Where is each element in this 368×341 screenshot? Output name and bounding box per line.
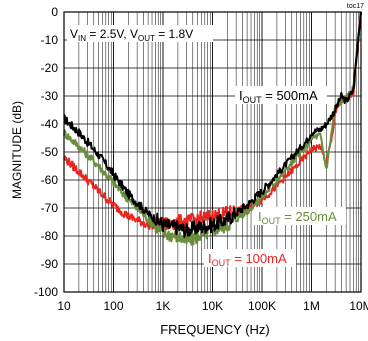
conditions-label: VIN = 2.5V, VOUT = 1.8V [70, 27, 193, 43]
x-tick-label: 10K [202, 299, 223, 313]
y-tick-label: -100 [34, 285, 58, 299]
x-tick-label: 1M [303, 299, 320, 313]
series-label-100ma: IOUT = 100mA [204, 249, 296, 268]
svg-text:IOUT = 250mA: IOUT = 250mA [258, 209, 337, 226]
x-tick-label: 100 [103, 299, 123, 313]
y-tick-label: -70 [41, 201, 59, 215]
y-tick-label: -20 [41, 61, 59, 75]
svg-text:IOUT = 500mA: IOUT = 500mA [239, 88, 318, 105]
y-tick-label: -30 [41, 89, 59, 103]
x-tick-labels: 10 100 1K 10K 100K 1M 10M [57, 299, 368, 313]
y-tick-label: -60 [41, 173, 59, 187]
x-tick-label: 10 [57, 299, 71, 313]
svg-text:IOUT = 100mA: IOUT = 100mA [208, 251, 287, 268]
y-tick-label: -80 [41, 229, 59, 243]
y-tick-label: -50 [41, 145, 59, 159]
series-line-100ma [63, 11, 362, 231]
series-label-500ma: IOUT = 500mA [235, 86, 327, 105]
x-tick-label: 1K [156, 299, 171, 313]
y-axis-label: MAGNITUDE (dB) [10, 101, 24, 199]
chart-tag: toc17 [347, 3, 364, 10]
y-tick-labels: 0 -10 -20 -30 -40 -50 -60 -70 -80 -90 -100 [34, 5, 58, 299]
series-line-500ma [63, 11, 362, 238]
y-tick-label: -10 [41, 33, 59, 47]
plot-frame [63, 11, 362, 293]
series-label-250ma: IOUT = 250mA [254, 207, 346, 226]
series-line-250ma [63, 11, 362, 246]
x-tick-label: 100K [248, 299, 276, 313]
x-tick-label: 10M [349, 299, 368, 313]
series-lines [63, 11, 362, 246]
y-tick-label: -40 [41, 117, 59, 131]
conditions-label-box: VIN = 2.5V, VOUT = 1.8V [67, 25, 213, 43]
y-tick-label: -90 [41, 257, 59, 271]
y-tick-label: 0 [51, 5, 58, 19]
x-axis-label: FREQUENCY (Hz) [160, 322, 270, 337]
